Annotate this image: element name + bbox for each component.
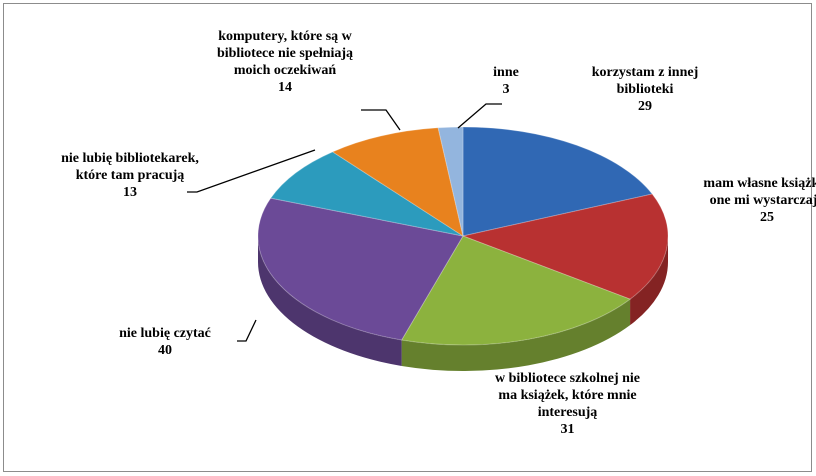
- slice-side: [258, 236, 402, 367]
- category-label: nie lubię bibliotekarek, które tam pracu…: [61, 151, 199, 183]
- slice-side: [401, 299, 631, 371]
- data-label: mam własne książki i one mi wystarczają 2…: [692, 175, 816, 226]
- category-label: mam własne książki i one mi wystarczają: [703, 176, 816, 208]
- category-label: korzystam z innej biblioteki: [591, 65, 699, 97]
- value-label: 29: [638, 99, 652, 114]
- slice: [461, 193, 669, 300]
- value-label: 3: [502, 82, 510, 97]
- data-label: inne 3: [490, 64, 522, 98]
- data-label: nie lubię czytać 40: [85, 325, 245, 359]
- value-label: 13: [123, 185, 137, 200]
- data-label: nie lubię bibliotekarek, które tam pracu…: [60, 150, 200, 201]
- slice: [400, 235, 632, 346]
- leader-line: [237, 319, 257, 342]
- value-label: 25: [760, 210, 774, 225]
- slice: [257, 197, 464, 341]
- slice-side: [630, 236, 668, 326]
- leader-lines: [187, 103, 502, 342]
- data-label: korzystam z innej biblioteki 29: [575, 64, 715, 115]
- data-label: w bibliotece szkolnej nie ma książek, kt…: [485, 370, 650, 438]
- slice: [437, 126, 464, 237]
- category-label: komputery, które są w bibliotece nie spe…: [216, 29, 354, 78]
- category-label: w bibliotece szkolnej nie ma książek, kt…: [494, 371, 641, 420]
- value-label: 40: [158, 343, 172, 358]
- value-label: 14: [278, 80, 292, 95]
- pie: [257, 126, 669, 371]
- data-label: komputery, które są w bibliotece nie spe…: [210, 28, 360, 96]
- slice: [462, 126, 654, 237]
- slice: [331, 127, 464, 238]
- value-label: 31: [560, 422, 575, 437]
- category-label: inne: [493, 65, 519, 80]
- leader-line: [457, 103, 502, 129]
- category-label: nie lubię czytać: [119, 326, 211, 341]
- slice: [269, 151, 464, 237]
- leader-line: [361, 109, 401, 131]
- leader-line: [187, 149, 316, 193]
